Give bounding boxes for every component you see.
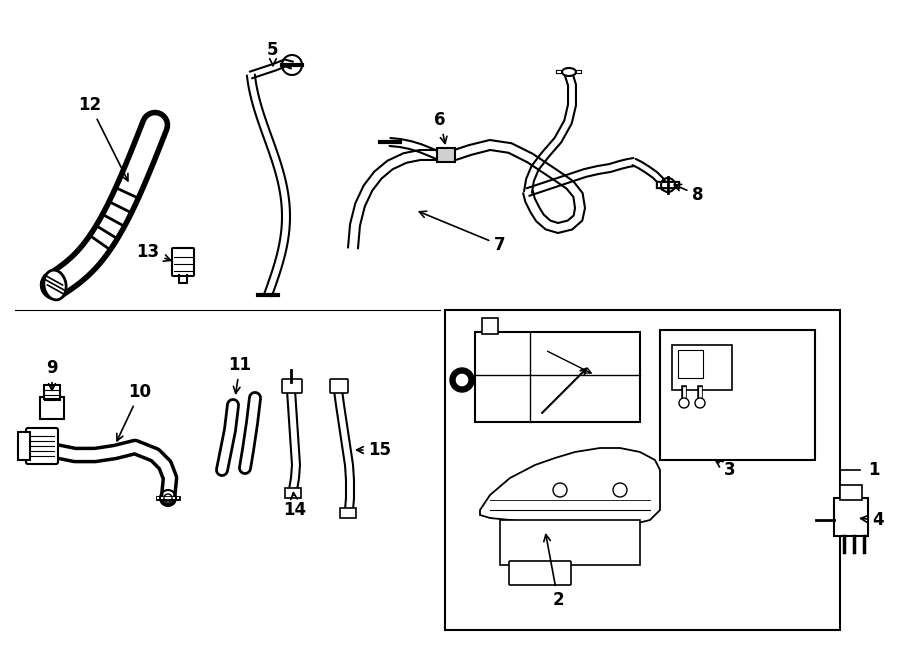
Bar <box>500 520 640 565</box>
Polygon shape <box>480 448 660 528</box>
Bar <box>678 350 703 378</box>
Circle shape <box>695 398 705 408</box>
Bar <box>834 498 868 536</box>
Text: 7: 7 <box>419 212 506 254</box>
Text: 9: 9 <box>46 359 58 391</box>
Text: 5: 5 <box>267 41 279 65</box>
FancyBboxPatch shape <box>26 428 58 464</box>
FancyBboxPatch shape <box>330 379 348 393</box>
Bar <box>672 345 732 390</box>
Ellipse shape <box>562 68 576 76</box>
FancyBboxPatch shape <box>509 561 571 585</box>
Text: 11: 11 <box>229 356 251 393</box>
Text: 12: 12 <box>78 96 128 181</box>
Bar <box>482 318 498 334</box>
Text: 8: 8 <box>674 184 704 204</box>
Bar <box>340 508 356 518</box>
Text: 3: 3 <box>716 461 736 479</box>
FancyBboxPatch shape <box>172 248 194 276</box>
Bar <box>40 397 64 419</box>
Bar <box>44 385 60 399</box>
Bar <box>475 332 640 422</box>
Text: 13: 13 <box>137 243 171 261</box>
Bar <box>18 432 30 460</box>
Text: 4: 4 <box>860 511 884 529</box>
FancyBboxPatch shape <box>282 379 302 393</box>
Text: 2: 2 <box>544 535 563 609</box>
Bar <box>840 485 862 500</box>
Text: 15: 15 <box>356 441 392 459</box>
Text: 1: 1 <box>868 461 879 479</box>
Bar <box>660 330 815 460</box>
Text: 10: 10 <box>117 383 151 441</box>
Ellipse shape <box>44 270 66 300</box>
Text: 6: 6 <box>434 111 447 143</box>
Text: 14: 14 <box>284 492 307 519</box>
Bar <box>437 148 455 162</box>
Bar <box>445 310 840 630</box>
Circle shape <box>679 398 689 408</box>
Bar <box>285 488 301 498</box>
